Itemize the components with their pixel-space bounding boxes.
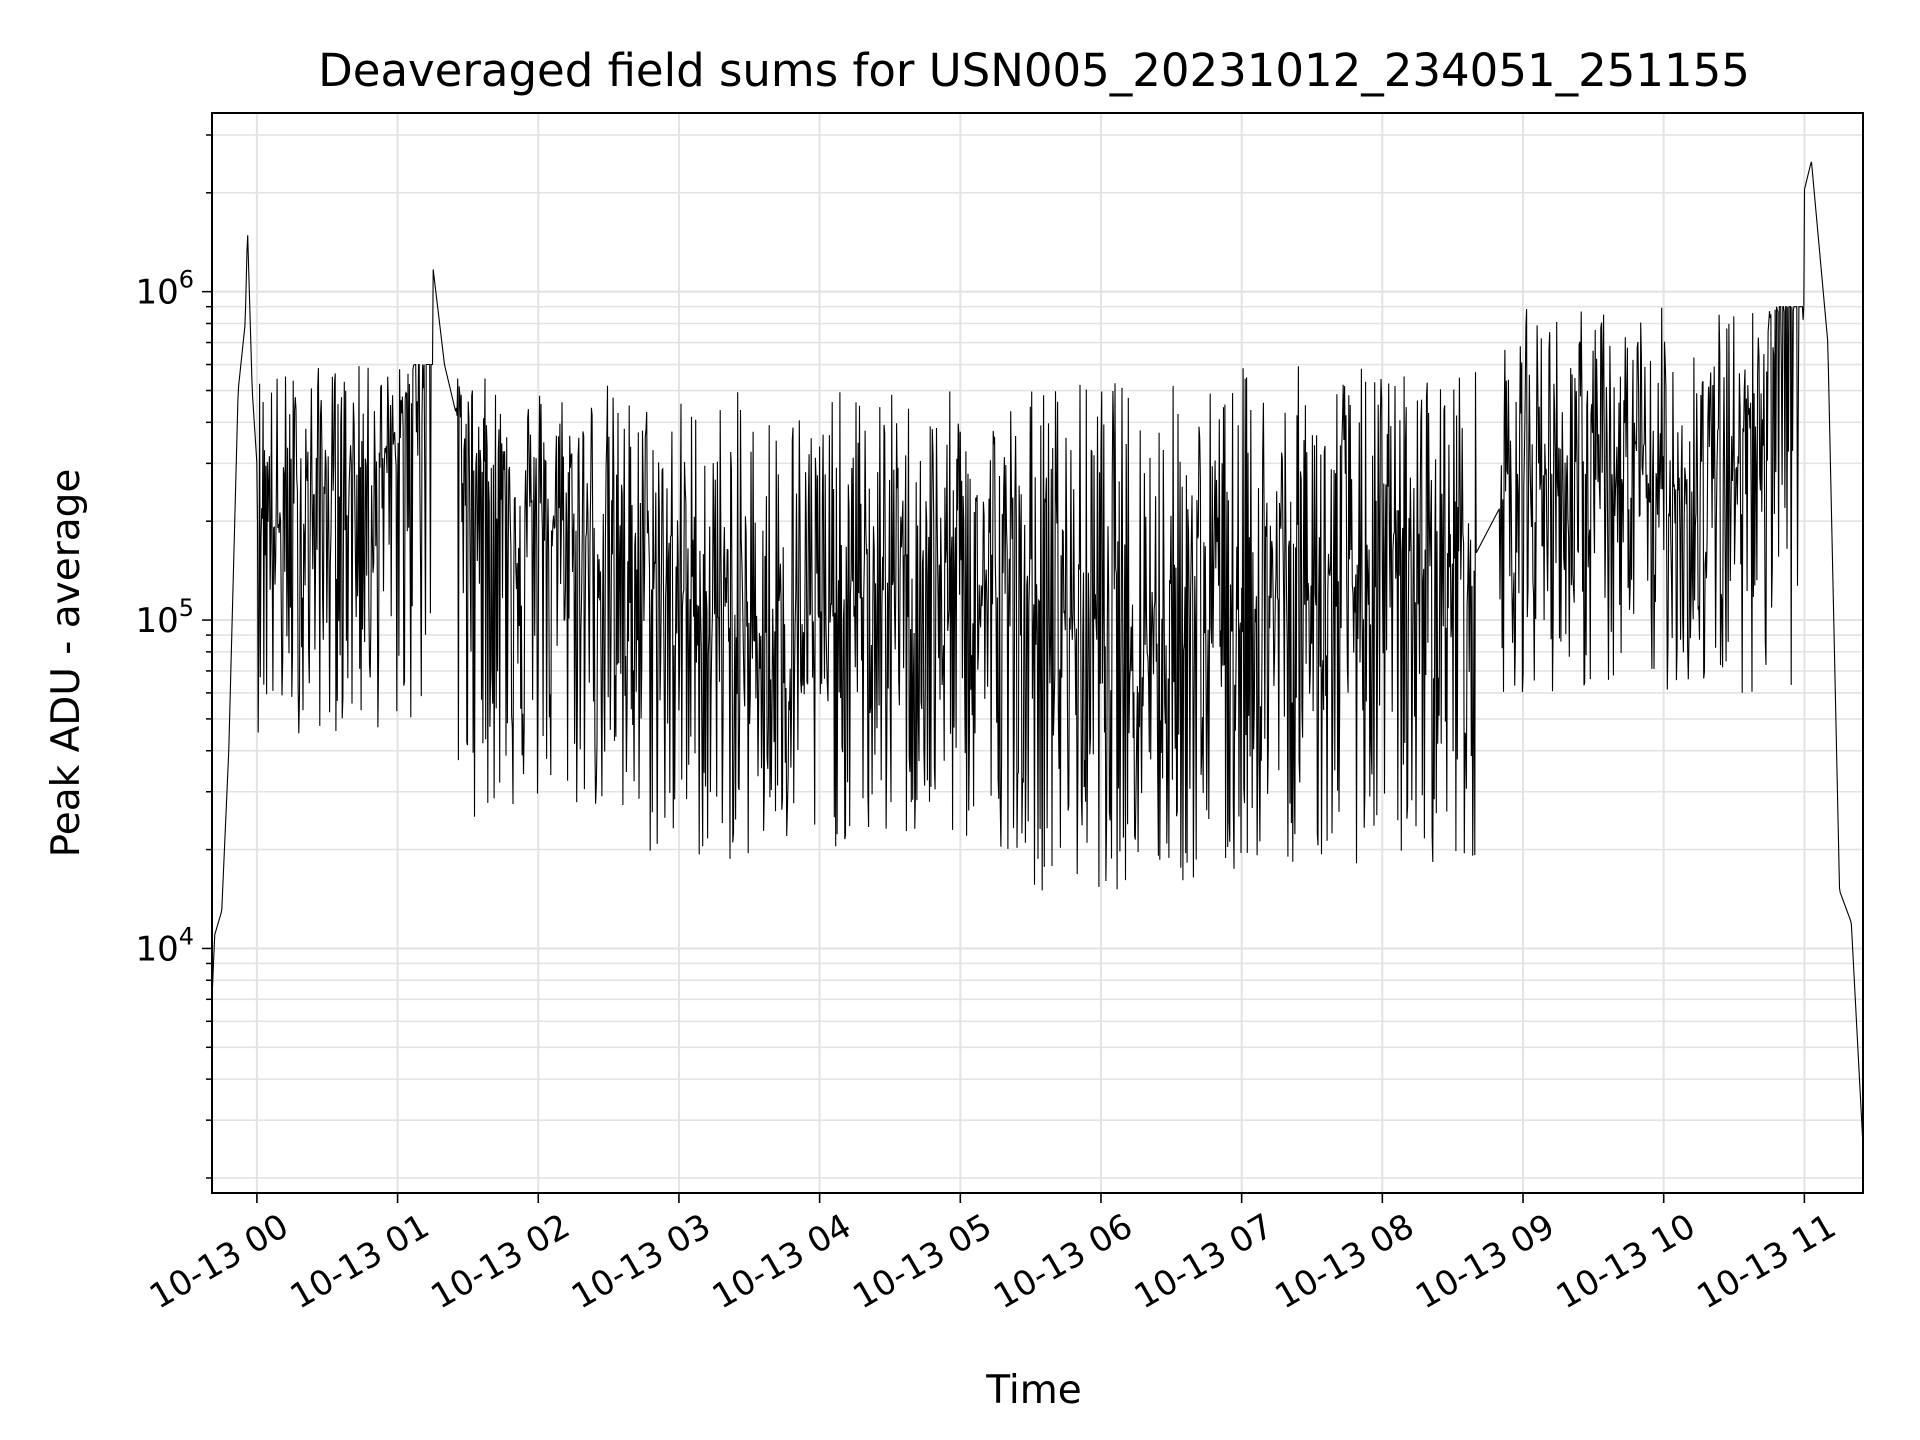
- chart-title: Deaveraged field sums for USN005_2023101…: [318, 44, 1750, 97]
- x-axis-label: Time: [985, 1368, 1081, 1413]
- series-line: [211, 161, 1864, 1139]
- y-tick-label: 105: [135, 594, 194, 641]
- plot-frame: [211, 112, 1864, 1194]
- y-tick-label: 104: [135, 922, 194, 969]
- y-axis-label: Peak ADU - average: [44, 469, 89, 858]
- labels: Deaveraged field sums for USN005_2023101…: [44, 44, 1750, 1413]
- series-line-path: [211, 161, 1864, 1139]
- y-tick-label: 106: [135, 266, 194, 313]
